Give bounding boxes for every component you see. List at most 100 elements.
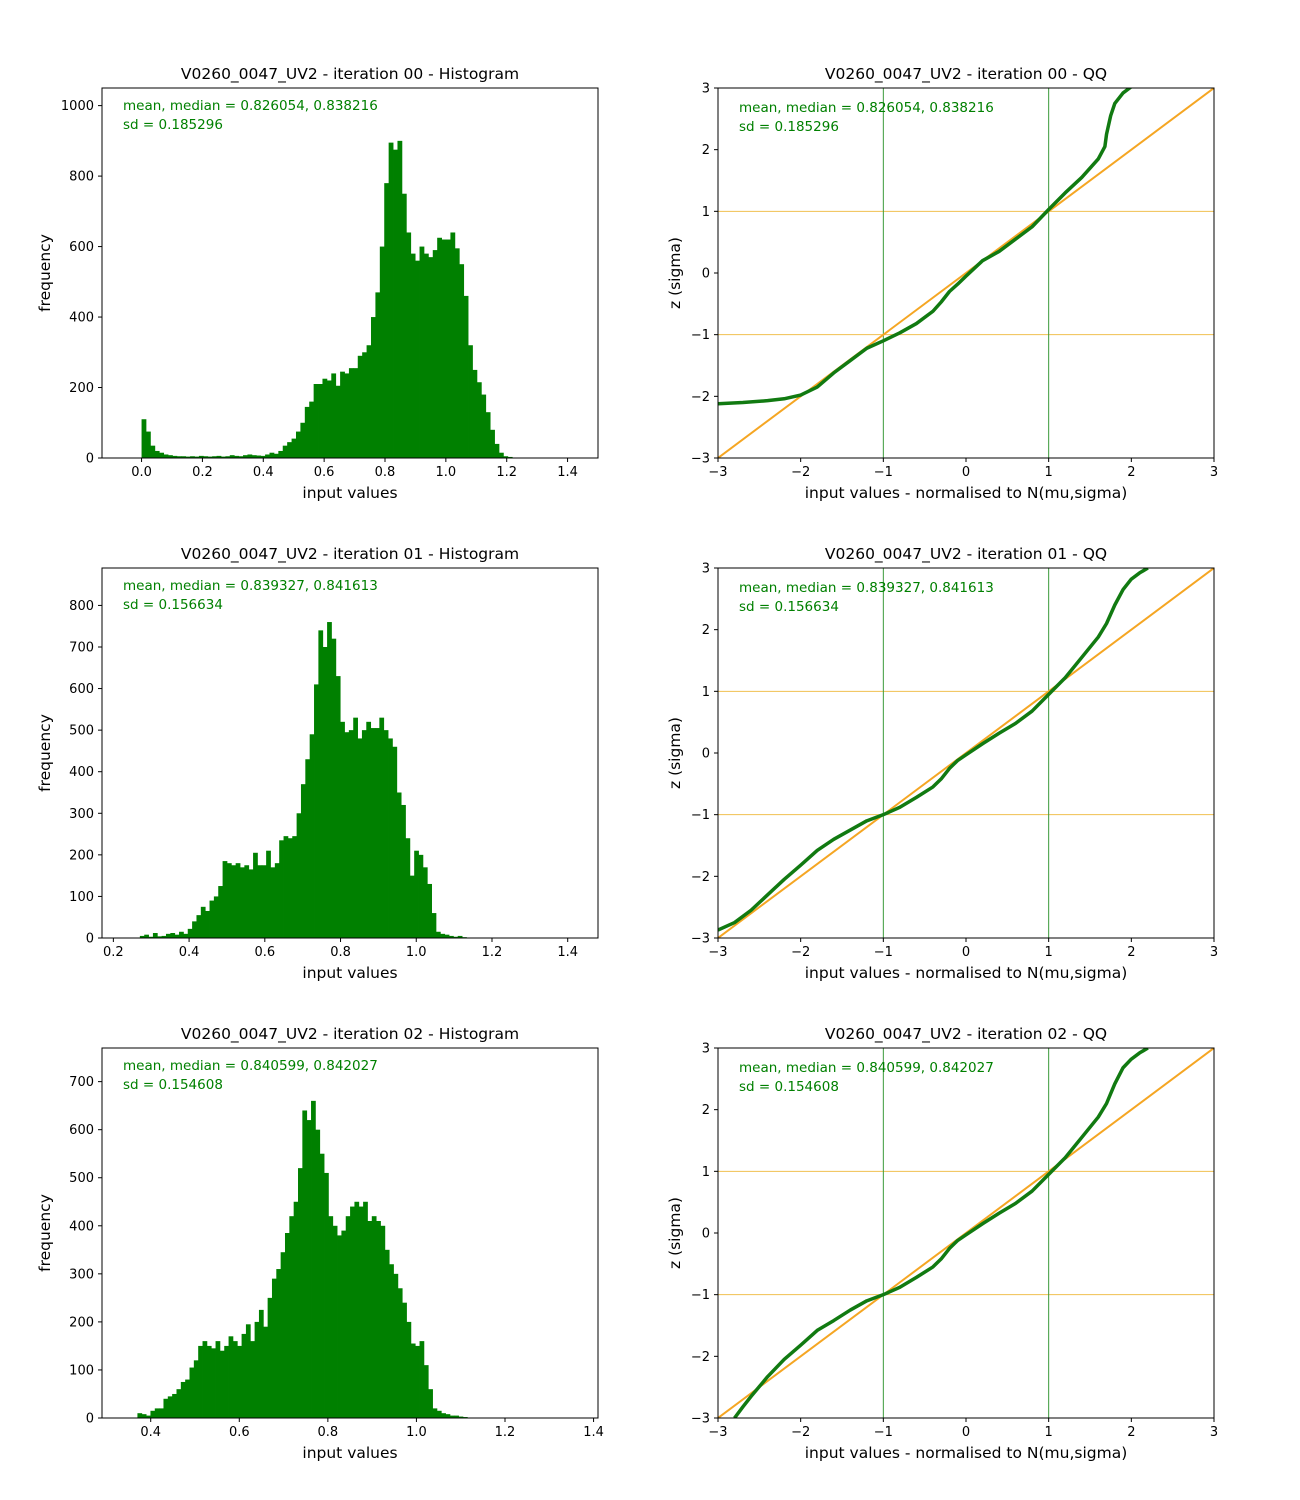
stats-mean-median: mean, median = 0.839327, 0.841613 [123,578,378,594]
plot-area [139,622,493,938]
histogram-bar [152,933,158,938]
histogram-bar [337,1235,342,1418]
histogram-bar [185,456,191,458]
histogram-bar [402,1302,407,1418]
x-tick-label: 1 [1045,465,1053,480]
histogram-bar [300,422,306,458]
histogram-bar [341,1230,347,1418]
qq-series [718,568,1149,932]
histogram-bar [348,368,354,458]
histogram-bar [370,317,376,458]
histogram-bar [209,900,215,938]
histogram-bar [423,1365,429,1418]
histogram-bar [302,1110,308,1418]
histogram-bar [196,915,202,938]
histogram-bar [295,431,301,458]
histogram-bar [459,264,465,458]
histogram-bar [181,456,187,458]
histogram-bar [309,734,315,938]
x-tick-label: −1 [874,1425,893,1440]
histogram-bar [406,1321,412,1418]
histogram-bar [245,1324,251,1418]
histogram-bar [379,246,385,458]
histogram-bar [306,1120,312,1418]
histogram-bar [165,933,171,938]
histogram-bar [141,1414,147,1418]
plot-area [718,568,1214,938]
y-tick-label: 300 [69,807,94,822]
histogram-bar [324,1172,329,1418]
y-tick-label: 0 [86,452,94,467]
x-tick-label: −1 [874,945,893,960]
x-tick-label: 1.2 [482,945,503,960]
histogram-bar [441,1413,446,1418]
axes-frame [101,87,599,459]
histogram-bar [503,456,509,458]
histogram-bar [328,1216,334,1418]
y-tick-label: 1000 [61,99,94,114]
histogram-bar [388,738,393,938]
y-tick-label: 3 [702,82,710,97]
x-tick-label: −2 [791,1425,810,1440]
plot-area [141,140,531,458]
y-axis-label: z (sigma) [666,237,684,309]
y-tick-label: 500 [69,1171,94,1186]
histogram-bar [205,910,210,938]
histogram-bar [206,1345,212,1418]
x-tick-label: 2 [1127,945,1135,960]
histogram-bar [296,813,302,938]
histogram-bar [225,456,231,458]
histogram-bar [279,840,284,938]
histogram-bar [375,292,381,458]
histogram-bar [432,250,438,458]
histogram-bar [428,257,434,458]
histogram-bar [179,931,184,938]
x-tick-label: 0.4 [140,1425,161,1440]
histogram-bar [357,355,363,458]
x-tick-label: −2 [791,465,810,480]
histogram-bar [257,865,263,938]
histogram-bar [163,1398,169,1418]
x-tick-label: 1 [1045,945,1053,960]
y-tick-label: 700 [69,640,94,655]
y-tick-label: −2 [691,390,710,405]
y-tick-label: 0 [702,1227,710,1242]
histogram-bar [248,869,254,938]
histogram-bar [215,1341,221,1418]
x-tick-label: −1 [874,465,893,480]
histogram-bar [353,368,359,458]
histogram-bar [265,454,270,458]
histogram-bar [234,455,240,458]
histogram-bar [187,928,193,938]
histogram-bar [198,455,204,458]
histogram-panel: 0.2 0.4 0.6 0.8 1.0 1.2 1.4 0 100 200 300 400 500 600… [36,545,599,982]
histogram-bar [218,886,223,938]
y-tick-label: 400 [69,311,94,326]
histogram-bar [278,450,284,458]
histogram-bar [261,865,267,938]
histogram-bar [437,237,442,458]
x-tick-label: 0.8 [375,465,396,480]
histogram-bar [327,622,332,938]
axes-frame [101,1047,599,1419]
y-axis-label: frequency [36,234,54,312]
x-tick-label: 1.2 [495,1425,516,1440]
histogram-bar [314,684,319,938]
histogram-bar [231,865,237,938]
histogram-bar [219,1350,225,1418]
histogram-bar [241,1333,247,1418]
histogram-bar [366,721,372,938]
histogram-bar [154,1408,160,1418]
histogram-bar [331,373,337,458]
y-axis-label: frequency [36,1194,54,1272]
histogram-bar [393,1273,399,1418]
histogram-bar [318,630,324,938]
histogram-bar [190,456,195,458]
histogram-bar [141,419,147,458]
histogram-bar [168,455,173,458]
stats-sd: sd = 0.154608 [739,1079,839,1095]
y-tick-label: 1 [702,205,710,220]
histogram-bar [287,442,292,458]
histogram-bar [282,445,288,458]
y-tick-label: 800 [69,599,94,614]
